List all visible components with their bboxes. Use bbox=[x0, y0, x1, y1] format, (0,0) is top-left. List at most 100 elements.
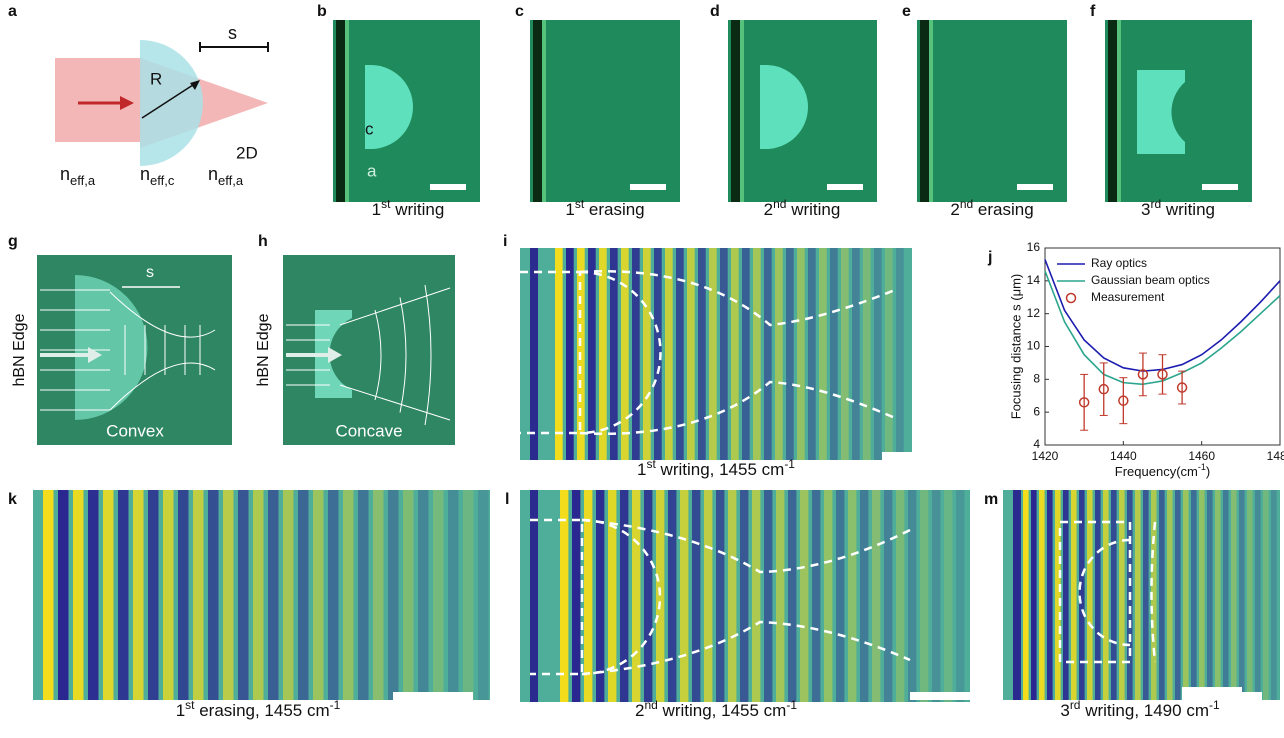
fringe bbox=[668, 490, 676, 702]
caption-number: 2 bbox=[764, 200, 773, 219]
fringe bbox=[819, 248, 827, 460]
panel-label: l bbox=[505, 491, 509, 508]
fringe bbox=[656, 490, 664, 702]
fringe bbox=[238, 490, 249, 700]
fringe bbox=[885, 248, 893, 460]
fringe bbox=[920, 490, 928, 702]
caption-text: writing bbox=[1161, 200, 1215, 219]
caption-number: 2 bbox=[950, 200, 959, 219]
fringe bbox=[808, 248, 816, 460]
fringe bbox=[373, 490, 384, 700]
panel-label: b bbox=[317, 3, 327, 20]
fringe bbox=[764, 490, 772, 702]
caption-superscript: -1 bbox=[784, 457, 795, 471]
scale-bar bbox=[1182, 687, 1242, 695]
fringe bbox=[1231, 490, 1237, 700]
fringe bbox=[896, 248, 904, 460]
fringe bbox=[1191, 490, 1197, 700]
caption: 2nd erasing bbox=[950, 197, 1033, 219]
fringe bbox=[874, 248, 882, 460]
caption-text: writing, 1455 cm bbox=[656, 460, 785, 479]
fringe bbox=[632, 490, 640, 702]
x-axis-label-superscript: -1 bbox=[1198, 462, 1206, 472]
fringe bbox=[1143, 490, 1149, 700]
scale-label: s bbox=[146, 264, 154, 281]
edge-strip bbox=[345, 20, 349, 202]
index-subscript: eff,a bbox=[218, 173, 244, 188]
panel-label: m bbox=[984, 491, 998, 508]
fringe bbox=[433, 490, 444, 700]
panel-label: h bbox=[258, 233, 268, 250]
edge-strip bbox=[740, 20, 744, 202]
scale-bar bbox=[910, 692, 990, 700]
x-axis-label-text: Frequency(cm bbox=[1115, 464, 1198, 479]
fringe bbox=[896, 490, 904, 702]
fringe bbox=[223, 490, 234, 700]
caption-number: 1 bbox=[176, 701, 185, 720]
fringe bbox=[687, 248, 695, 460]
caption: 2nd writing, 1455 cm-1 bbox=[635, 698, 797, 720]
fringe bbox=[841, 248, 849, 460]
fringe bbox=[1047, 490, 1053, 700]
lens bbox=[140, 40, 203, 166]
edge-strip bbox=[920, 20, 929, 202]
fringe bbox=[692, 490, 700, 702]
fringe bbox=[103, 490, 114, 700]
fringe bbox=[1055, 490, 1061, 700]
fringe bbox=[709, 248, 717, 460]
y-tick-label: 10 bbox=[1027, 339, 1041, 353]
fringe bbox=[178, 490, 189, 700]
caption-number: 3 bbox=[1141, 200, 1150, 219]
edge-strip bbox=[533, 20, 542, 202]
scale-bar bbox=[882, 452, 962, 460]
fringe bbox=[908, 490, 916, 702]
y-tick-label: 8 bbox=[1033, 372, 1040, 386]
fringe bbox=[860, 490, 868, 702]
fringe bbox=[588, 248, 596, 460]
figure: abcdefghijklmRs2Dneff,aneff,cneff,aca1st… bbox=[0, 0, 1284, 733]
legend-label: Gaussian beam optics bbox=[1091, 273, 1210, 287]
scale-bar bbox=[630, 184, 666, 190]
panel-label: g bbox=[8, 233, 18, 250]
micrograph bbox=[917, 20, 1067, 202]
region-label: c bbox=[365, 119, 374, 138]
y-tick-label: 4 bbox=[1033, 437, 1040, 451]
caption-text: erasing bbox=[584, 200, 644, 219]
fringe bbox=[764, 248, 772, 460]
edge-strip bbox=[542, 20, 546, 202]
y-tick-label: 6 bbox=[1033, 404, 1040, 418]
fringe bbox=[343, 490, 354, 700]
caption-superscript: nd bbox=[773, 197, 786, 211]
fringe bbox=[328, 490, 339, 700]
fringe bbox=[848, 490, 856, 702]
fringe bbox=[1183, 490, 1189, 700]
page: Figure body { margin: 0; width: 1284px; … bbox=[0, 0, 1284, 733]
fringe bbox=[716, 490, 724, 702]
micrograph bbox=[1105, 20, 1252, 202]
fringe bbox=[800, 490, 808, 702]
region-label: a bbox=[367, 161, 377, 180]
fringe bbox=[932, 490, 940, 702]
index-label: neff,c bbox=[140, 164, 175, 188]
fringe bbox=[944, 490, 952, 702]
fringe bbox=[643, 248, 651, 460]
fringe bbox=[742, 248, 750, 460]
fringe bbox=[752, 490, 760, 702]
fringe bbox=[43, 490, 54, 700]
fringe bbox=[73, 490, 84, 700]
scale-bar bbox=[1017, 184, 1053, 190]
fringe bbox=[830, 248, 838, 460]
caption-number: 1 bbox=[637, 460, 646, 479]
fringe bbox=[163, 490, 174, 700]
edge-strip bbox=[530, 490, 538, 702]
caption-text: erasing, 1455 cm bbox=[195, 701, 330, 720]
fringe bbox=[1167, 490, 1173, 700]
fringe bbox=[812, 490, 820, 702]
waveguide-region bbox=[55, 58, 143, 142]
caption-number: 3 bbox=[1060, 701, 1069, 720]
caption: 2nd writing bbox=[764, 197, 841, 219]
fringe bbox=[208, 490, 219, 700]
fringe bbox=[797, 248, 805, 460]
fringe bbox=[88, 490, 99, 700]
scale-bar bbox=[430, 184, 466, 190]
